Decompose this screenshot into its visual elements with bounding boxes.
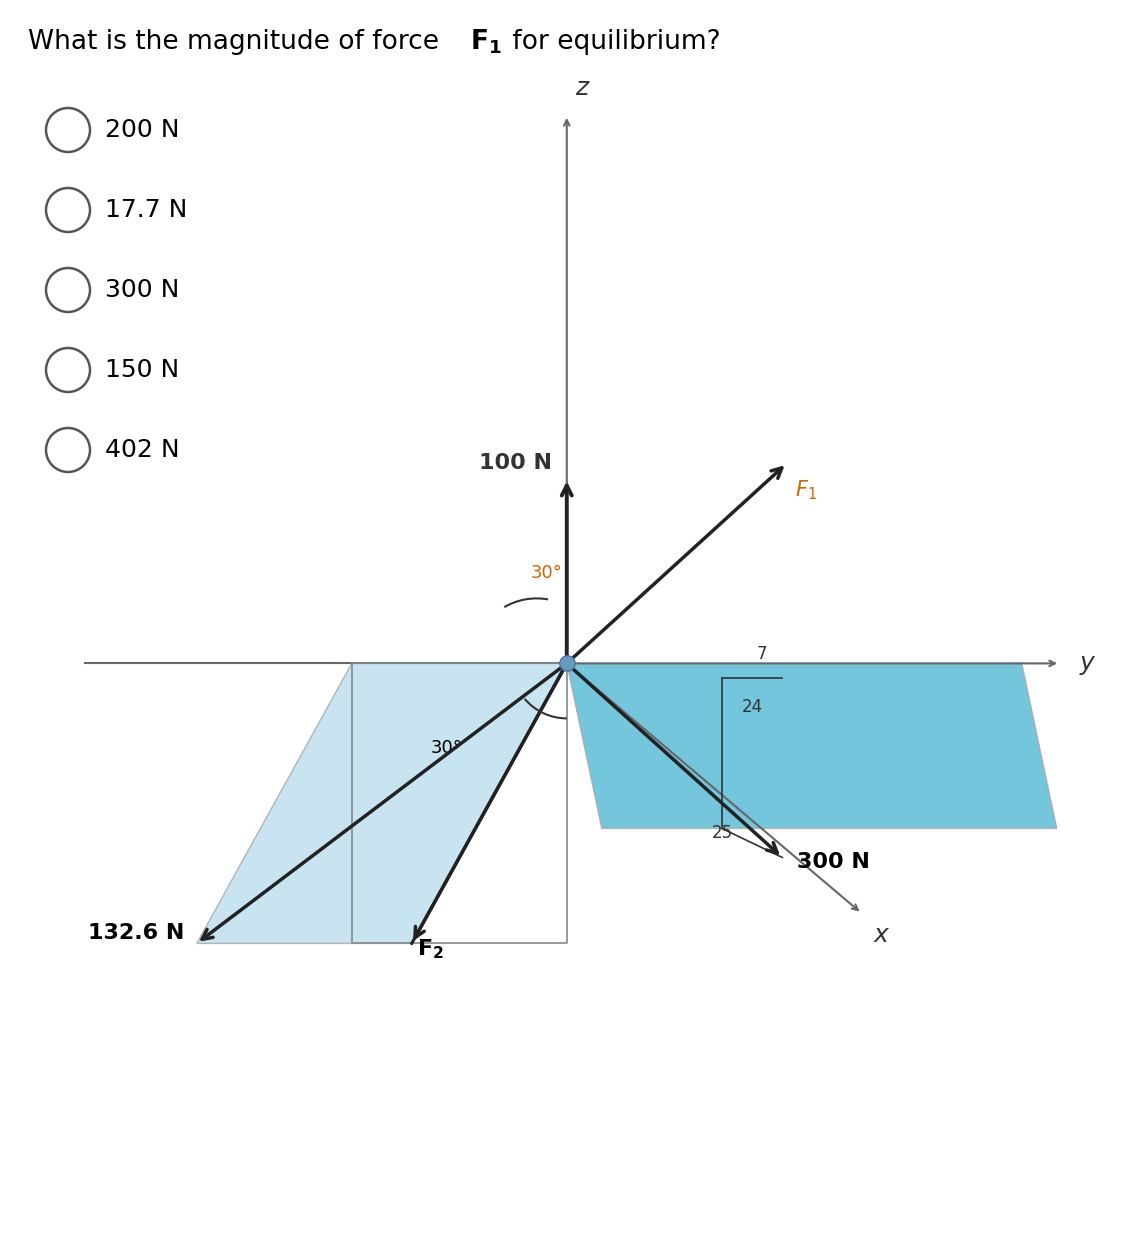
Text: 200 N: 200 N <box>105 118 180 143</box>
Text: 30°: 30° <box>531 564 562 583</box>
Text: y: y <box>1080 651 1095 676</box>
Text: 30°: 30° <box>431 739 463 758</box>
Polygon shape <box>567 663 1057 828</box>
Text: 300 N: 300 N <box>797 852 870 873</box>
Text: $\mathbf{F_2}$: $\mathbf{F_2}$ <box>417 937 443 961</box>
Text: $\mathbf{F_1}$: $\mathbf{F_1}$ <box>469 27 502 56</box>
Polygon shape <box>197 663 567 944</box>
Text: 402 N: 402 N <box>105 438 180 463</box>
Text: 100 N: 100 N <box>479 454 552 474</box>
Text: z: z <box>575 76 587 100</box>
Text: 150 N: 150 N <box>105 358 180 382</box>
Text: x: x <box>874 924 889 947</box>
Text: for equilibrium?: for equilibrium? <box>504 29 720 55</box>
Text: 7: 7 <box>757 645 767 663</box>
Text: 300 N: 300 N <box>105 278 180 303</box>
Text: 24: 24 <box>742 698 763 717</box>
Text: 25: 25 <box>711 823 733 842</box>
Text: 17.7 N: 17.7 N <box>105 198 188 222</box>
Text: 132.6 N: 132.6 N <box>88 924 184 944</box>
Text: What is the magnitude of force: What is the magnitude of force <box>27 29 448 55</box>
Text: $F_1$: $F_1$ <box>795 479 816 502</box>
